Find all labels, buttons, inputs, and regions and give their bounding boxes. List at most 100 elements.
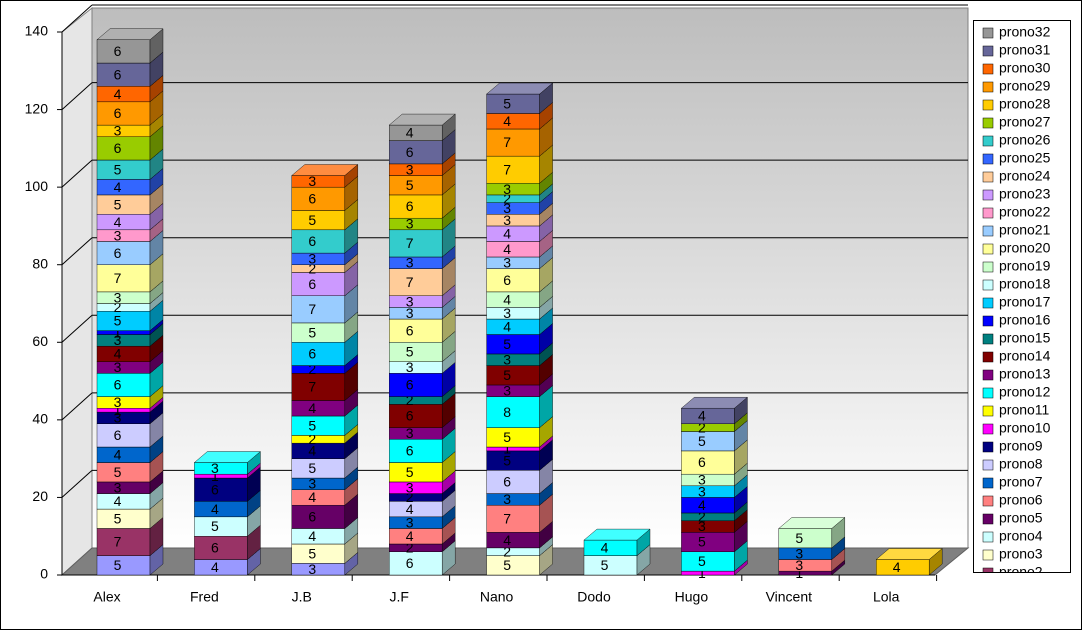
data-label: 2 [503, 543, 511, 559]
data-label: 5 [503, 452, 511, 468]
data-label: 6 [211, 540, 219, 556]
bar-segment [389, 439, 443, 463]
legend-swatch [982, 495, 994, 507]
data-label: 5 [308, 545, 316, 561]
y-tick-label: 40 [32, 411, 48, 427]
data-label: 3 [406, 305, 414, 321]
bar-segment [389, 268, 443, 296]
legend-swatch [982, 441, 994, 453]
x-tick-label: J.B [292, 589, 312, 605]
data-label: 4 [114, 346, 122, 362]
data-label: 6 [406, 144, 414, 160]
bar-segment [291, 489, 345, 506]
legend-label: prono12 [999, 384, 1051, 400]
data-label: 1 [698, 565, 706, 581]
data-label: 1 [795, 565, 803, 581]
data-label: 4 [114, 86, 122, 102]
data-label: 5 [503, 336, 511, 352]
legend-label: prono31 [999, 42, 1051, 58]
bar-segment [583, 539, 638, 556]
data-label: 3 [503, 254, 511, 270]
bar-segment [96, 291, 151, 304]
data-label: 5 [601, 557, 609, 573]
data-label: 2 [308, 431, 316, 447]
bar-segment [291, 442, 345, 459]
bar-segment [486, 113, 540, 130]
data-label: 2 [406, 489, 414, 505]
data-label: 2 [406, 392, 414, 408]
data-label: 3 [503, 181, 511, 197]
bar-segment [681, 473, 735, 486]
data-label: 5 [308, 324, 316, 340]
data-label: 7 [503, 134, 511, 150]
bar-segment [486, 241, 540, 258]
legend-swatch [982, 531, 994, 543]
data-label: 3 [406, 479, 414, 495]
bar-segment [486, 225, 540, 242]
data-label: 3 [114, 359, 122, 375]
legend-swatch [982, 297, 994, 309]
bar-top [193, 451, 261, 463]
bar-segment [291, 295, 345, 324]
data-label: 4 [601, 540, 609, 556]
data-label: 2 [308, 361, 316, 377]
legend-swatch [982, 117, 994, 129]
legend-label: prono28 [999, 96, 1051, 112]
bar-segment [96, 493, 151, 510]
bar-top [875, 548, 943, 560]
bar-segment [681, 497, 735, 514]
x-tick-label: Nano [480, 589, 514, 605]
data-label: 3 [503, 200, 511, 216]
bar-segment [291, 435, 345, 444]
data-label: 7 [114, 270, 122, 286]
x-tick-label: Dodo [577, 589, 611, 605]
x-tick-label: Lola [873, 589, 900, 605]
data-label: 3 [114, 289, 122, 305]
legend-label: prono11 [999, 402, 1050, 418]
data-label: 5 [114, 161, 122, 177]
bar-segment [291, 229, 345, 254]
data-label: 3 [503, 382, 511, 398]
bar-segment [486, 93, 540, 114]
bar-segment [389, 217, 443, 231]
bar-segment [96, 462, 151, 483]
data-label: 3 [114, 227, 122, 243]
bar-segment [96, 159, 151, 180]
legend-swatch [982, 243, 994, 255]
data-label: 3 [114, 479, 122, 495]
data-label: 2 [114, 299, 122, 315]
legend-label: prono25 [999, 150, 1051, 166]
bar-segment [291, 342, 345, 366]
legend-label: prono3 [999, 546, 1043, 562]
bar-segment [486, 155, 540, 184]
bar-segment [486, 353, 540, 366]
data-label: 3 [406, 514, 414, 530]
bar-segment [389, 229, 443, 258]
bar-segment [876, 559, 930, 576]
bar-segment [486, 504, 540, 533]
y-tick-label: 140 [25, 23, 49, 39]
bar-segment [389, 256, 443, 269]
data-label: 3 [308, 476, 316, 492]
data-label: 1 [114, 324, 122, 340]
bar-segment [194, 473, 248, 479]
legend-label: prono26 [999, 132, 1051, 148]
data-label: 4 [211, 501, 219, 517]
bar-segment [389, 140, 443, 165]
bar-segment [194, 462, 248, 475]
bar-segment [291, 477, 345, 490]
y-tick-label: 0 [40, 566, 48, 582]
data-label: 5 [406, 177, 414, 193]
y-tick-label: 80 [32, 255, 48, 271]
data-label: 7 [503, 161, 511, 177]
legend-label: prono23 [999, 186, 1051, 202]
bar-segment [291, 186, 345, 211]
legend-swatch [982, 135, 994, 147]
legend-label: prono7 [999, 474, 1043, 490]
bar-segment [486, 194, 540, 203]
grid-line-side [61, 4, 93, 33]
data-label: 7 [406, 274, 414, 290]
bar-segment [486, 268, 540, 293]
bar-segment [389, 427, 443, 440]
bar-segment [96, 446, 151, 463]
